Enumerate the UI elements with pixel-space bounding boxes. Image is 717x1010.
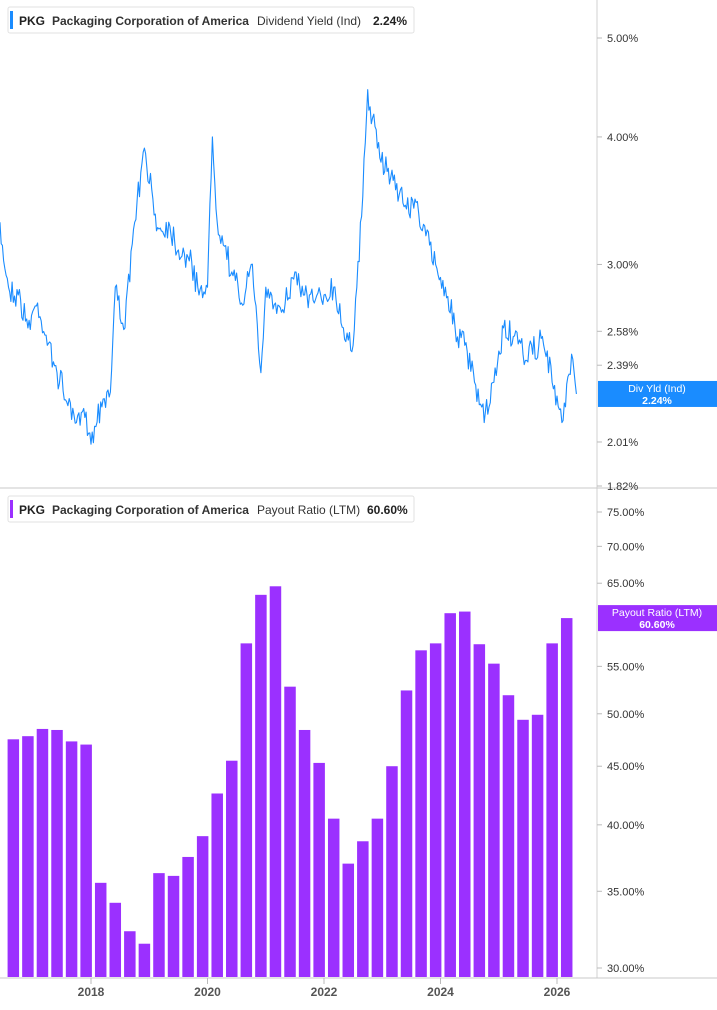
payout-ratio-bar (270, 586, 282, 977)
payout-ratio-bar (313, 763, 325, 977)
payout-ratio-bar (299, 730, 311, 977)
payout-ratio-bar (401, 690, 413, 977)
legend-color-swatch (10, 11, 13, 29)
payout-ratio-bar (328, 819, 340, 977)
legend-value: 60.60% (367, 503, 408, 517)
dividend-yield-line (0, 90, 576, 445)
payout-ratio-bar (343, 864, 355, 977)
payout-ratio-bar (139, 944, 151, 977)
payout-ratio-bar (255, 595, 266, 977)
payout-ratio-bar (415, 650, 427, 977)
payout-ratio-bar (37, 729, 49, 977)
y-tick-label: 5.00% (607, 33, 638, 45)
y-tick-label: 1.82% (607, 481, 638, 493)
payout-ratio-bar (153, 873, 165, 977)
y-tick-label: 2.01% (607, 437, 638, 449)
y-tick-label: 4.00% (607, 132, 638, 144)
div-yield-badge-value: 2.24% (642, 395, 672, 407)
payout-ratio-bar (488, 664, 500, 977)
y-tick-label: 55.00% (607, 661, 645, 673)
legend-company: Packaging Corporation of America (52, 503, 249, 517)
payout-ratio-bar (561, 618, 573, 977)
legend-ticker: PKG (19, 14, 45, 28)
payout-ratio-bar (430, 643, 442, 977)
payout-ratio-bar (474, 644, 486, 977)
payout-ratio-bar (211, 793, 223, 977)
x-tick-label: 2022 (311, 985, 338, 999)
payout-ratio-bar (284, 687, 296, 977)
payout-ratio-bar (357, 841, 369, 977)
legend-color-swatch (10, 500, 13, 518)
legend-value: 2.24% (373, 14, 407, 28)
y-tick-label: 3.00% (607, 259, 638, 271)
payout-ratio-bar (182, 857, 194, 977)
legend-metric: Dividend Yield (Ind) (257, 14, 361, 28)
legend-ticker: PKG (19, 503, 45, 517)
x-tick-label: 2024 (427, 985, 454, 999)
payout-ratio-bar (459, 612, 471, 977)
legend-dividend-yield[interactable]: PKG Packaging Corporation of America Divid… (8, 7, 414, 33)
y-tick-label: 35.00% (607, 886, 645, 898)
y-tick-label: 2.39% (607, 360, 638, 372)
y-tick-label: 2.58% (607, 326, 638, 338)
payout-badge-value: 60.60% (639, 619, 675, 631)
payout-ratio-bar (372, 819, 384, 977)
payout-ratio-bar (80, 745, 92, 977)
payout-ratio-bar (226, 761, 238, 977)
payout-ratio-bar (66, 741, 78, 977)
payout-ratio-bar (197, 836, 209, 977)
legend-metric: Payout Ratio (LTM) (257, 503, 360, 517)
payout-ratio-bar (168, 876, 180, 977)
payout-ratio-bar (241, 643, 253, 977)
div-yield-badge-label: Div Yld (Ind) (628, 383, 686, 395)
x-tick-label: 2020 (194, 985, 221, 999)
payout-ratio-bar (503, 695, 515, 977)
legend-payout-ratio[interactable]: PKG Packaging Corporation of America Payou… (8, 496, 414, 522)
payout-ratio-bar (532, 715, 544, 977)
payout-ratio-bar (22, 736, 34, 977)
y-tick-label: 40.00% (607, 820, 645, 832)
x-tick-label: 2026 (544, 985, 571, 999)
legend-company: Packaging Corporation of America (52, 14, 249, 28)
y-tick-label: 30.00% (607, 963, 645, 975)
payout-ratio-bar (517, 720, 529, 977)
payout-ratio-bar (124, 931, 136, 977)
x-tick-label: 2018 (78, 985, 105, 999)
y-tick-label: 65.00% (607, 578, 645, 590)
payout-badge-label: Payout Ratio (LTM) (612, 607, 702, 619)
payout-ratio-bar (51, 730, 63, 977)
payout-ratio-bar (546, 643, 558, 977)
y-tick-label: 75.00% (607, 507, 645, 519)
y-tick-label: 70.00% (607, 541, 645, 553)
payout-ratio-bar (95, 883, 107, 977)
payout-ratio-bar (8, 739, 20, 977)
y-tick-label: 45.00% (607, 761, 645, 773)
payout-ratio-bar (386, 766, 398, 977)
payout-ratio-bar (110, 903, 122, 977)
y-tick-label: 50.00% (607, 709, 645, 721)
payout-ratio-bar (444, 613, 456, 977)
